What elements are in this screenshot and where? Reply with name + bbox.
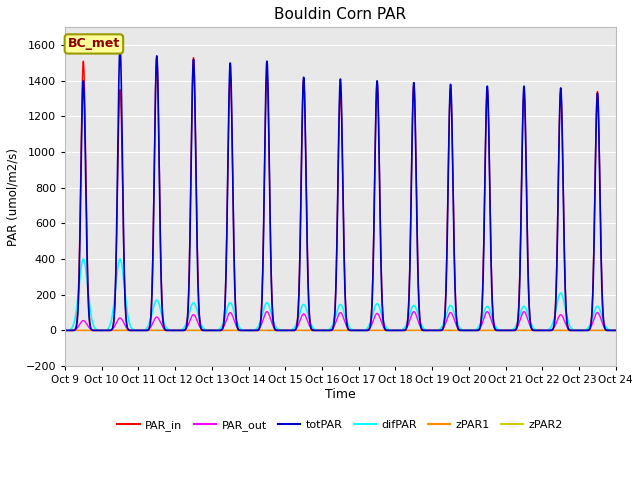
Legend: PAR_in, PAR_out, totPAR, difPAR, zPAR1, zPAR2: PAR_in, PAR_out, totPAR, difPAR, zPAR1, … (113, 416, 568, 435)
Title: Bouldin Corn PAR: Bouldin Corn PAR (275, 7, 406, 22)
X-axis label: Time: Time (325, 388, 356, 401)
Y-axis label: PAR (umol/m2/s): PAR (umol/m2/s) (7, 148, 20, 246)
Text: BC_met: BC_met (68, 37, 120, 50)
